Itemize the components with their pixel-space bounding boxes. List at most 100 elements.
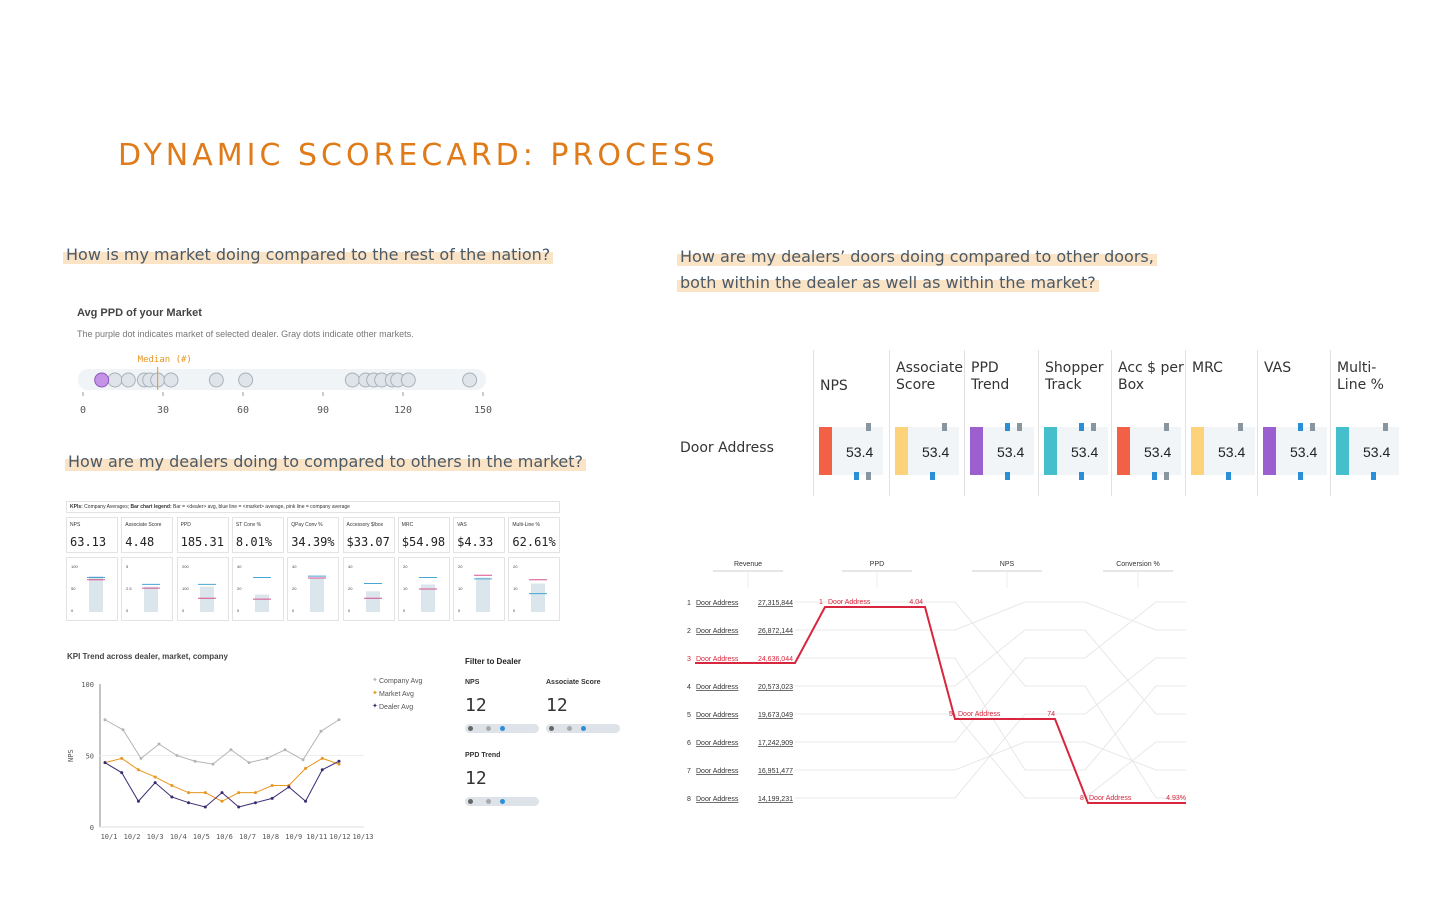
kpi-mini-bar-chart: 20 10 0	[458, 564, 493, 613]
rank-row-number: 2	[687, 628, 691, 635]
rank-row-revenue: 20,573,023	[758, 684, 793, 691]
slider-dot[interactable]	[567, 726, 572, 731]
door-metric-mini-bars	[930, 472, 935, 480]
rank-row-door-link[interactable]: Door Address	[696, 768, 739, 775]
kpi-card-1[interactable]: Associate Score 4.48	[121, 517, 174, 553]
trend-point	[120, 756, 124, 760]
door-metric-cell[interactable]: 53.4	[1117, 427, 1181, 475]
door-metric-mini-bars	[866, 423, 871, 431]
door-metric-value: 53.4	[997, 444, 1025, 460]
kpi-mini-tick: 0	[348, 608, 351, 613]
trend-point	[229, 748, 233, 752]
door-column-header: PPD Trend	[971, 360, 1010, 393]
rank-flow-line	[925, 657, 1055, 771]
trend-point	[136, 768, 140, 772]
door-metric-cell[interactable]: 53.4	[1336, 427, 1399, 475]
door-column-divider	[813, 350, 814, 496]
kpi-card-4[interactable]: QPay Conv % 34.39%	[287, 517, 340, 553]
door-metric-cell[interactable]: 53.4	[819, 427, 883, 475]
door-column-divider	[964, 350, 965, 496]
trend-series-line	[104, 757, 340, 802]
rank-row-door-link[interactable]: Door Address	[696, 712, 739, 719]
slider-dot[interactable]	[486, 799, 491, 804]
trend-point	[211, 762, 215, 766]
trend-line-chart: 100 50 0 NPS 10/1 10/2 10/3 10/4 10/5 10/6 10/7 10/…	[67, 676, 423, 841]
kpi-mini-tick: 0	[458, 608, 461, 613]
trend-point	[319, 729, 323, 733]
door-column-header: MRC	[1192, 360, 1223, 376]
door-metric-color-bar	[1117, 427, 1130, 475]
kpi-card-label: Accessory $/box	[346, 522, 384, 528]
rank-row-door-link[interactable]: Door Address	[696, 740, 739, 747]
slider-dot[interactable]	[486, 726, 491, 731]
door-metric-cell[interactable]: 53.4	[1044, 427, 1108, 475]
rank-highlight-number: 5	[949, 711, 953, 718]
kpi-card-5[interactable]: Accessory $/box $33.07	[342, 517, 395, 553]
door-metric-cell[interactable]: 53.4	[1191, 427, 1255, 475]
kpi-mini-bar-chart: 40 20 0	[348, 564, 382, 613]
slider-dot[interactable]	[500, 799, 505, 804]
rank-row-door-link[interactable]: Door Address	[696, 656, 739, 663]
kpi-mini-tick: 40	[348, 564, 353, 569]
trend-legend-marker: ✦	[372, 676, 378, 684]
ppd-market-dot	[400, 372, 416, 388]
door-metric-cell[interactable]: 53.4	[1263, 427, 1327, 475]
kpi-mini-tick: 40	[292, 564, 297, 569]
rank-row-door-link[interactable]: Door Address	[696, 600, 739, 607]
kpi-legend: KPIs: Company Averages; Bar chart legend…	[66, 501, 560, 513]
kpi-mini-tick: 20	[403, 564, 408, 569]
ppd-chart-subtitle: The purple dot indicates market of selec…	[77, 329, 414, 339]
rank-flow-line	[925, 713, 1055, 799]
rank-flow-line	[1055, 685, 1186, 799]
kpi-dealer-bar	[531, 583, 546, 612]
kpi-mini-tick: 0	[71, 608, 74, 613]
ppd-selected-market-dot	[94, 372, 110, 388]
trend-x-tick: 10/12	[329, 833, 350, 841]
slider-dot[interactable]	[468, 799, 473, 804]
door-metric-mini-bars	[1298, 472, 1303, 480]
door-metric-cell[interactable]: 53.4	[970, 427, 1034, 475]
kpi-card-label: Multi-Line %	[512, 522, 540, 528]
rank-highlight-value: 4.04	[909, 599, 923, 606]
rank-highlight-door[interactable]: Door Address	[828, 599, 871, 606]
question-doors: How are my dealers’ doors doing compared…	[677, 244, 1157, 296]
filter-slider[interactable]	[465, 797, 539, 806]
kpi-mini-bar-chart: 100 50 0	[71, 564, 105, 613]
kpi-card-0[interactable]: NPS 63.13	[66, 517, 118, 553]
kpi-mini-tick: 10	[403, 586, 408, 591]
ppd-market-dot	[344, 372, 360, 388]
filter-label: Associate Score	[546, 679, 601, 686]
kpi-card-2[interactable]: PPD 185.31	[176, 517, 229, 553]
rank-row-door-link[interactable]: Door Address	[696, 796, 739, 803]
rank-row-door-link[interactable]: Door Address	[696, 684, 739, 691]
trend-point	[103, 761, 107, 765]
door-column-divider	[1038, 350, 1039, 496]
slider-dot[interactable]	[581, 726, 586, 731]
kpi-card-6[interactable]: MRC $54.98	[397, 517, 450, 553]
kpi-card-8[interactable]: Multi-Line % 62.61%	[508, 517, 561, 553]
door-metric-value: 53.4	[846, 444, 874, 460]
door-column-header: Shopper Track	[1045, 360, 1104, 393]
kpi-dealer-bar	[476, 577, 491, 612]
trend-legend-label: Dealer Avg	[379, 704, 413, 711]
kpi-mini-tick: 10	[458, 586, 463, 591]
kpi-mini-bar-chart: 52.50	[126, 564, 161, 613]
slider-dot[interactable]	[468, 726, 473, 731]
kpi-mini-tick: 0	[513, 608, 516, 613]
door-metric-mini-bars	[942, 423, 947, 431]
filter-slider[interactable]	[465, 724, 539, 733]
kpi-card-7[interactable]: VAS $4.33	[453, 517, 506, 553]
trend-point	[270, 784, 274, 788]
slider-dot[interactable]	[500, 726, 505, 731]
trend-x-tick: 10/3	[147, 833, 164, 841]
kpi-mini-tick: 20	[458, 564, 463, 569]
rank-highlight-door[interactable]: Door Address	[1089, 795, 1132, 802]
filter-slider[interactable]	[546, 724, 620, 733]
door-metric-cell[interactable]: 53.4	[895, 427, 959, 475]
rank-row-door-link[interactable]: Door Address	[696, 628, 739, 635]
ppd-strip-chart: 0 30 60 90 120 150 Median (#)	[78, 355, 492, 416]
rank-highlight-door[interactable]: Door Address	[958, 711, 1001, 718]
kpi-card-3[interactable]: ST Conv % 8.01%	[231, 517, 284, 553]
slider-dot[interactable]	[549, 726, 554, 731]
trend-y-tick: 50	[86, 753, 94, 761]
